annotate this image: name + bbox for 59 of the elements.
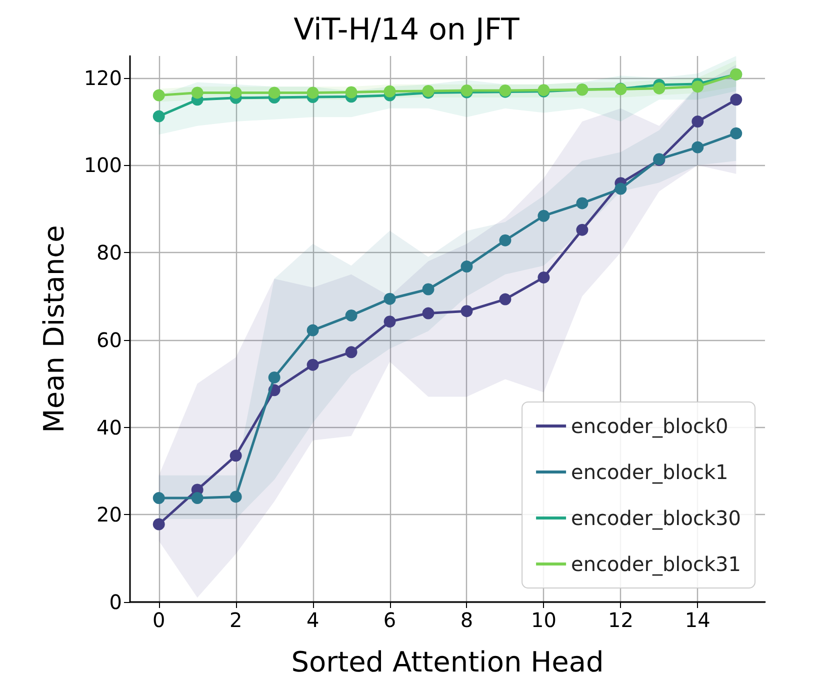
point bbox=[538, 271, 550, 284]
point bbox=[614, 182, 627, 195]
y-tick-label: 40 bbox=[96, 415, 122, 440]
point bbox=[422, 283, 434, 296]
point bbox=[730, 94, 742, 106]
point bbox=[653, 82, 666, 94]
point bbox=[152, 89, 165, 102]
point bbox=[230, 490, 242, 503]
point bbox=[306, 358, 319, 371]
point bbox=[384, 316, 396, 328]
point bbox=[345, 346, 358, 358]
point bbox=[692, 116, 704, 128]
point bbox=[152, 492, 165, 504]
legend-label: encoder_block30 bbox=[571, 506, 741, 530]
y-tick-label: 20 bbox=[96, 502, 122, 527]
legend-label: encoder_block1 bbox=[571, 460, 728, 484]
y-axis-title: Mean Distance bbox=[38, 225, 70, 433]
legend-label: encoder_block0 bbox=[571, 414, 728, 438]
y-tick-label: 80 bbox=[96, 240, 122, 265]
chart-title: ViT-H/14 on JFT bbox=[294, 12, 520, 48]
x-tick-label: 12 bbox=[608, 608, 634, 632]
point bbox=[692, 141, 704, 154]
x-tick-label: 2 bbox=[229, 608, 242, 632]
point bbox=[692, 80, 704, 93]
point bbox=[384, 292, 396, 305]
point bbox=[538, 210, 550, 222]
x-tick-label: 6 bbox=[383, 608, 396, 632]
point bbox=[345, 309, 358, 322]
point bbox=[306, 86, 319, 99]
legend-label: encoder_block31 bbox=[571, 552, 741, 576]
y-tick-label: 100 bbox=[84, 153, 122, 178]
point bbox=[576, 224, 588, 236]
point bbox=[191, 86, 204, 99]
x-tick-label: 8 bbox=[460, 608, 474, 632]
y-tick-label: 60 bbox=[96, 328, 122, 352]
x-tick-label: 0 bbox=[152, 608, 166, 632]
point bbox=[191, 492, 204, 504]
point bbox=[268, 86, 280, 99]
point bbox=[306, 324, 319, 336]
y-tick-label: 0 bbox=[109, 590, 122, 614]
point bbox=[384, 85, 396, 98]
x-tick-label: 4 bbox=[306, 608, 320, 632]
point bbox=[345, 86, 358, 98]
point bbox=[499, 234, 512, 246]
point bbox=[152, 518, 165, 530]
x-axis-title: Sorted Attention Head bbox=[291, 646, 604, 678]
point bbox=[268, 371, 280, 384]
point bbox=[152, 110, 165, 122]
point bbox=[460, 305, 473, 318]
point bbox=[422, 307, 434, 320]
point bbox=[230, 450, 242, 462]
point bbox=[499, 293, 512, 306]
y-tick-label: 120 bbox=[84, 66, 122, 90]
point bbox=[576, 197, 588, 210]
x-tick-label: 14 bbox=[684, 608, 710, 632]
point bbox=[460, 260, 473, 273]
x-tick-label: 10 bbox=[530, 608, 556, 632]
point bbox=[230, 86, 242, 99]
point bbox=[730, 127, 742, 140]
